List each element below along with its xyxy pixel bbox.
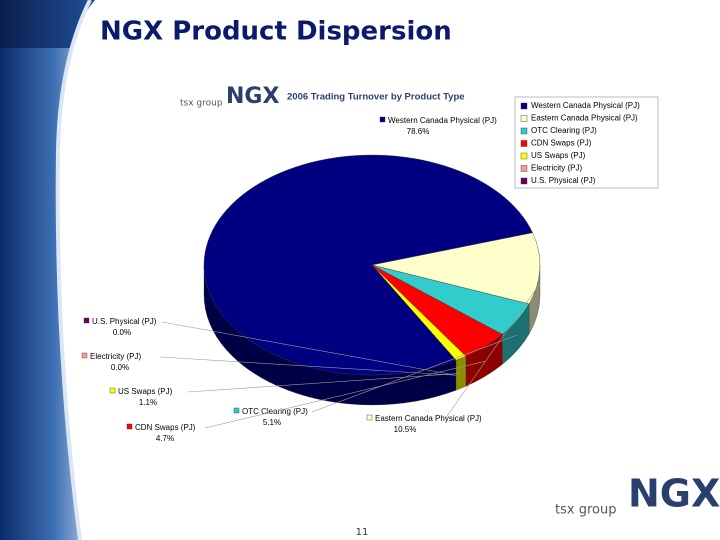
logo-big-text: NGX: [226, 84, 279, 109]
page-number: 11: [356, 527, 369, 538]
label-swatch: [83, 317, 90, 324]
legend-label: US Swaps (PJ): [531, 151, 586, 160]
legend-label: OTC Clearing (PJ): [531, 126, 597, 135]
logo-top: tsx group NGX: [180, 84, 279, 109]
logo-big-text: NGX: [628, 472, 720, 516]
legend-label: Eastern Canada Physical (PJ): [531, 114, 638, 123]
legend-label: Western Canada Physical (PJ): [531, 101, 640, 110]
chart-title: 2006 Trading Turnover by Product Type: [287, 92, 465, 103]
data-label-value: 1.1%: [139, 398, 157, 407]
label-swatch: [233, 407, 240, 414]
legend-label: CDN Swaps (PJ): [531, 139, 592, 148]
leader-line: [159, 356, 457, 376]
legend-swatch: [520, 102, 528, 110]
data-label-value: 0.0%: [113, 328, 131, 337]
legend-label: U.S. Physical (PJ): [531, 176, 596, 185]
data-label-category: U.S. Physical (PJ): [92, 317, 157, 326]
legend-swatch: [520, 152, 528, 160]
band-edge: [55, 0, 92, 540]
label-swatch: [126, 423, 133, 430]
data-label-value: 5.1%: [263, 418, 281, 427]
logo-small-text: tsx group: [555, 503, 616, 518]
leader-line: [187, 373, 461, 393]
legend-swatch: [520, 140, 528, 147]
legend-box: [514, 96, 659, 189]
data-label-value: 10.5%: [394, 425, 417, 434]
legend-swatch: [520, 165, 528, 172]
logo-small-text: tsx group: [180, 99, 223, 109]
pie-slice: [371, 232, 541, 305]
label-swatch: [81, 352, 88, 359]
data-label-category: Western Canada Physical (PJ): [388, 116, 497, 125]
legend-swatch: [520, 115, 528, 122]
legend-label: Electricity (PJ): [531, 164, 582, 173]
corner-band: [0, 0, 95, 48]
label-swatch: [109, 387, 116, 394]
pie-chart: Western Canada Physical (PJ) 78.6% Eastern…: [81, 101, 640, 443]
pie-slice: [371, 264, 467, 361]
side-band: [0, 0, 90, 540]
pie-slice: [203, 154, 533, 376]
leader-line: [311, 334, 518, 413]
data-label-value: 0.0%: [111, 363, 129, 372]
data-label-category: Electricity (PJ): [90, 352, 141, 361]
logo-bottom: tsx group NGX: [555, 472, 720, 518]
label-swatch: [366, 414, 373, 421]
data-label-category: Eastern Canada Physical (PJ): [375, 414, 482, 423]
legend-swatch: [520, 177, 528, 185]
data-label-category: US Swaps (PJ): [118, 387, 173, 396]
label-swatch: [379, 116, 386, 123]
slide-title: NGX Product Dispersion: [100, 17, 452, 47]
data-label-value: 4.7%: [156, 434, 174, 443]
leader-line: [444, 283, 541, 420]
data-label-category: CDN Swaps (PJ): [135, 423, 196, 432]
data-label-value: 78.6%: [407, 127, 430, 136]
legend-swatch: [520, 127, 528, 135]
leader-line: [161, 321, 457, 376]
